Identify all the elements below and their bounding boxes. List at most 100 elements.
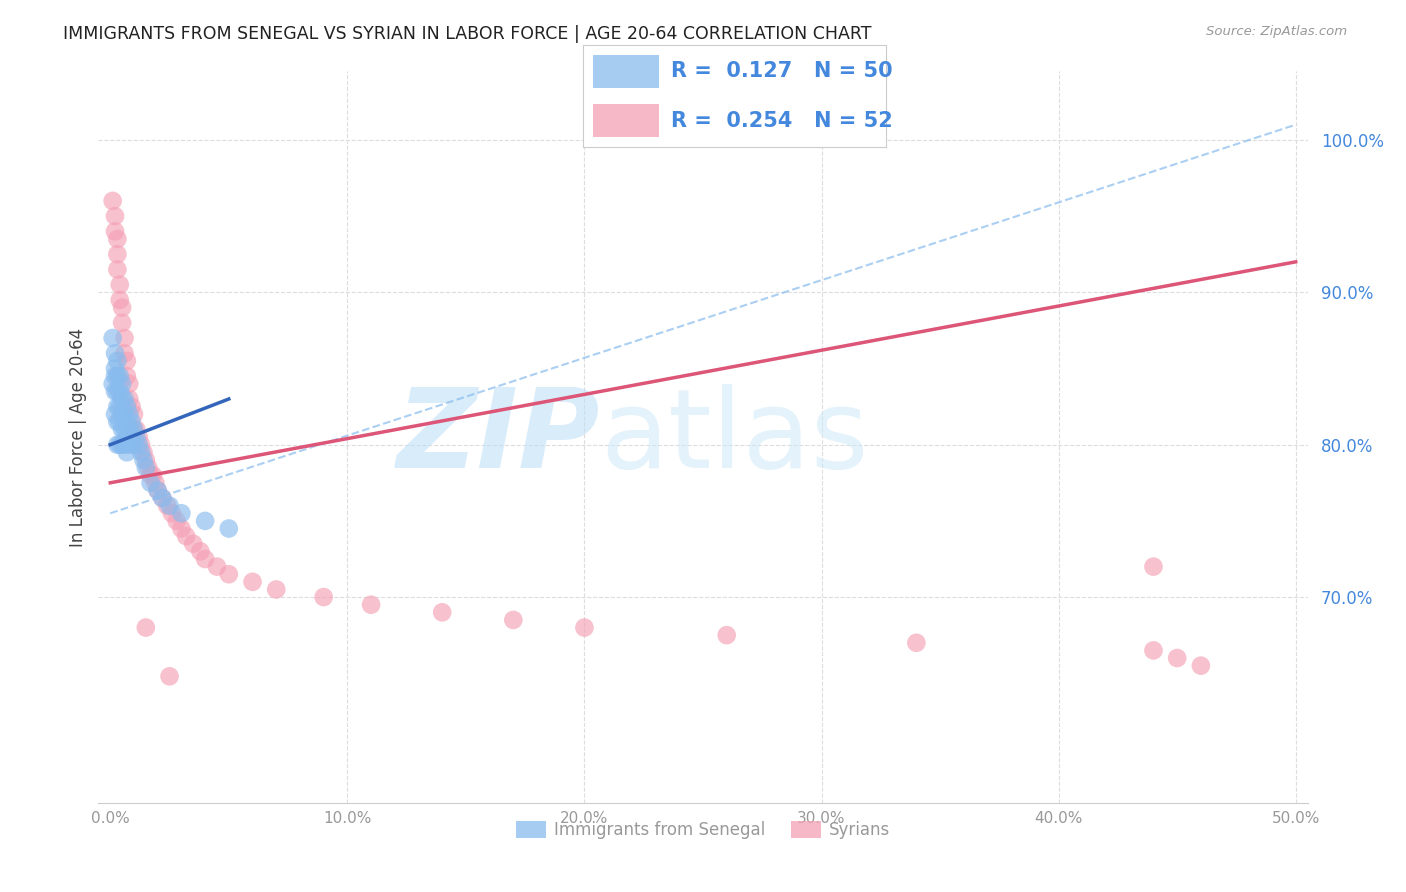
Point (166, 514, 188, 528)
Point (502, 613, 524, 627)
Bar (592, 104, 659, 137)
Point (125, 422, 148, 436)
Point (115, 400, 138, 414)
Text: ZIP: ZIP (396, 384, 600, 491)
Point (101, 376, 124, 391)
Point (121, 415, 143, 429)
Point (104, 209, 127, 223)
Point (111, 376, 134, 391)
Point (111, 301, 134, 315)
Point (174, 529, 197, 543)
Point (190, 544, 212, 558)
Point (118, 422, 141, 436)
Point (129, 438, 152, 452)
Text: Source: ZipAtlas.com: Source: ZipAtlas.com (1206, 25, 1347, 38)
Point (105, 262, 128, 277)
Point (111, 392, 134, 406)
Point (132, 453, 155, 467)
Point (104, 346, 127, 360)
Point (121, 430, 143, 444)
Y-axis label: In Labor Force | Age 20-64: In Labor Force | Age 20-64 (69, 327, 87, 547)
Point (136, 460, 159, 475)
Text: atlas: atlas (600, 384, 869, 491)
Text: R =  0.127   N = 50: R = 0.127 N = 50 (671, 62, 893, 81)
Point (108, 277, 131, 292)
Text: IMMIGRANTS FROM SENEGAL VS SYRIAN IN LABOR FORCE | AGE 20-64 CORRELATION CHART: IMMIGRANTS FROM SENEGAL VS SYRIAN IN LAB… (63, 25, 872, 43)
Point (118, 407, 141, 421)
Point (118, 376, 141, 391)
Point (181, 537, 204, 551)
Point (104, 407, 127, 421)
Point (194, 514, 217, 528)
Point (101, 331, 124, 345)
Point (115, 369, 138, 384)
Point (114, 422, 136, 436)
Point (218, 521, 240, 535)
Point (111, 316, 134, 330)
Point (105, 369, 128, 384)
Point (115, 445, 138, 459)
Point (432, 605, 454, 619)
Point (108, 369, 131, 384)
Point (156, 499, 179, 513)
Bar (592, 55, 659, 87)
Point (104, 224, 127, 238)
Point (128, 430, 150, 444)
Point (115, 354, 138, 368)
Point (1142, 559, 1164, 574)
Point (104, 384, 127, 399)
Point (142, 468, 165, 483)
Point (128, 438, 150, 452)
Point (1166, 651, 1188, 665)
Point (105, 247, 128, 261)
Point (115, 415, 138, 429)
Point (170, 506, 193, 520)
Point (101, 194, 124, 208)
Point (170, 521, 193, 535)
Point (242, 574, 264, 589)
Point (118, 438, 141, 452)
Point (105, 415, 128, 429)
Point (125, 430, 148, 444)
Point (264, 582, 287, 597)
Point (114, 331, 136, 345)
Point (574, 621, 596, 635)
Point (108, 415, 131, 429)
Point (139, 468, 162, 483)
Point (312, 590, 335, 604)
Point (114, 392, 136, 406)
Point (122, 422, 145, 436)
Point (194, 552, 217, 566)
Point (152, 491, 174, 505)
Point (135, 460, 157, 475)
Point (218, 567, 240, 582)
Point (159, 499, 181, 513)
Point (122, 422, 145, 436)
Point (111, 438, 134, 452)
Point (139, 475, 162, 490)
Point (108, 400, 131, 414)
Point (114, 346, 136, 360)
Point (105, 438, 128, 452)
Point (105, 384, 128, 399)
Point (108, 384, 131, 399)
Point (105, 232, 128, 246)
Point (122, 407, 145, 421)
Point (122, 438, 145, 452)
Point (159, 669, 181, 683)
Point (152, 491, 174, 505)
Text: R =  0.254   N = 52: R = 0.254 N = 52 (671, 111, 893, 130)
Point (114, 438, 136, 452)
Point (716, 628, 738, 642)
Point (104, 361, 127, 376)
Point (121, 400, 143, 414)
Point (111, 422, 134, 436)
Point (160, 506, 183, 520)
Point (146, 483, 169, 498)
Point (114, 407, 136, 421)
Point (108, 293, 131, 307)
Point (108, 438, 131, 452)
Point (118, 392, 141, 406)
Point (104, 369, 127, 384)
Point (115, 430, 138, 444)
